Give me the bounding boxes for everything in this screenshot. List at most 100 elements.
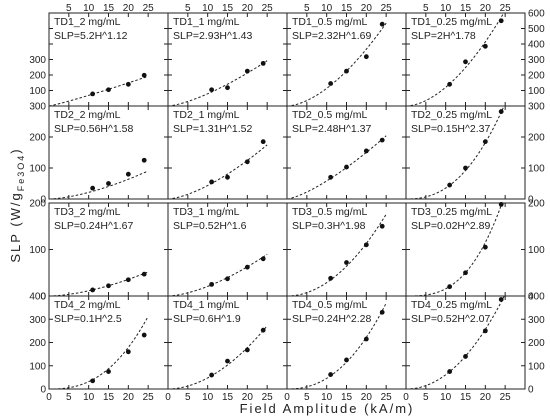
y-tick-label-right: 300 <box>528 55 545 66</box>
panel-frame <box>286 295 407 390</box>
panel-equation: SLP=0.3H^1.98 <box>292 220 366 232</box>
y-tick-label-left: 0 <box>40 292 46 303</box>
panel-equation: SLP=0.24H^1.67 <box>54 220 134 232</box>
data-point <box>363 336 369 342</box>
x-tick-label-bottom: 25 <box>500 392 512 403</box>
panel-10: TD3_1 mg/mL SLP=0.52H^1.6 <box>167 202 288 297</box>
panel-equation: SLP=2H^1.78 <box>411 30 476 42</box>
x-tick-label-top: 15 <box>222 3 234 14</box>
data-point <box>141 157 147 163</box>
x-tick-label-top: 10 <box>83 3 95 14</box>
panel-title: TD3_0.25 mg/mL <box>411 206 492 218</box>
panel-title: TD4_0.25 mg/mL <box>411 299 492 311</box>
fit-curve <box>167 253 268 297</box>
x-tick-label-bottom: 20 <box>361 392 373 403</box>
y-tick-label-right: 200 <box>528 199 545 210</box>
data-point <box>260 60 266 66</box>
panel-title: TD1_2 mg/mL <box>54 16 121 28</box>
y-axis-title-main: SLP (W/g <box>8 191 23 262</box>
x-tick-label-bottom: 5 <box>66 392 72 403</box>
x-tick-label-bottom: 10 <box>83 392 95 403</box>
x-tick-label-bottom: 10 <box>440 392 452 403</box>
data-point <box>106 283 111 289</box>
panel-frame <box>167 12 288 107</box>
y-axis-title-sub: Fe3O4 <box>16 154 26 192</box>
data-point <box>498 18 504 24</box>
fit-curve <box>48 271 149 297</box>
y-tick-label-left: 200 <box>29 199 46 210</box>
fit-curve <box>405 296 505 390</box>
y-tick-label-left: 100 <box>29 245 46 256</box>
data-point <box>90 91 96 97</box>
x-tick-label-bottom: 5 <box>423 392 429 403</box>
data-point <box>125 277 131 283</box>
y-tick-label-left: 300 <box>29 315 46 326</box>
fit-curve <box>48 170 149 200</box>
x-tick-label-top: 10 <box>321 3 333 14</box>
panel-equation: SLP=2.93H^1.43 <box>173 30 253 42</box>
y-tick-label-right: 500 <box>528 24 545 35</box>
x-tick-label-top: 10 <box>440 3 452 14</box>
fit-curve <box>287 302 387 390</box>
data-point <box>244 264 250 270</box>
data-point <box>125 349 131 355</box>
panel-frame <box>286 105 407 200</box>
data-point <box>244 68 250 74</box>
x-tick-label-bottom: 15 <box>222 392 234 403</box>
y-tick-label-right: 200 <box>528 338 545 349</box>
data-point <box>463 354 468 359</box>
panel-frame <box>405 295 526 390</box>
data-point <box>106 87 111 93</box>
x-tick-label-bottom: 10 <box>202 392 214 403</box>
x-tick-label-bottom: 0 <box>284 392 290 403</box>
data-point <box>482 43 488 49</box>
data-point <box>344 68 349 74</box>
x-tick-label-top: 15 <box>103 3 115 14</box>
y-tick-label-left: 200 <box>29 71 46 82</box>
data-point <box>125 171 131 177</box>
panel-1: 100 200 300 5 10 15 20 25 TD1_2 mg/mL SLP=5.2H^1.… <box>29 3 169 107</box>
fit-curve <box>286 213 387 297</box>
x-tick-label-top: 5 <box>66 3 72 14</box>
panel-equation: SLP=1.31H^1.52 <box>173 123 253 135</box>
x-tick-label-bottom: 0 <box>403 392 409 403</box>
x-tick-label-top: 5 <box>304 3 310 14</box>
x-tick-label-bottom: 0 <box>165 392 171 403</box>
data-point <box>141 72 147 78</box>
data-point <box>141 271 147 277</box>
fit-curve <box>406 107 504 200</box>
data-point <box>447 182 453 188</box>
y-tick-label-right: 100 <box>528 245 545 256</box>
data-point <box>447 369 453 374</box>
y-axis-title: SLP (W/gFe3O4) <box>8 147 26 262</box>
data-point <box>463 59 468 65</box>
x-tick-label-bottom: 20 <box>123 392 135 403</box>
data-point <box>463 165 468 171</box>
data-point <box>482 328 488 334</box>
x-tick-label-top: 15 <box>460 3 472 14</box>
x-tick-label-top: 20 <box>480 3 492 14</box>
data-point <box>344 357 349 363</box>
data-point <box>260 139 266 145</box>
panel-title: TD2_0.25 mg/mL <box>411 109 492 121</box>
x-tick-label-bottom: 5 <box>185 392 191 403</box>
panel-equation: SLP=2.48H^1.37 <box>292 123 372 135</box>
data-point <box>379 309 385 315</box>
data-point <box>225 174 230 180</box>
x-tick-label-bottom: 10 <box>321 392 333 403</box>
data-point <box>498 297 504 302</box>
x-tick-label-top: 20 <box>361 3 373 14</box>
panel-2: 5 10 15 20 25 TD1_1 mg/mL SLP=2.93H^1.43 <box>167 3 288 107</box>
y-tick-label-right: 400 <box>528 40 545 51</box>
y-tick-label-right: 0 <box>528 385 534 396</box>
y-tick-label-right: 300 <box>528 315 545 326</box>
y-tick-label-right: 0 <box>528 292 534 303</box>
data-point <box>463 270 468 276</box>
panel-equation: SLP=2.32H^1.69 <box>292 30 372 42</box>
panel-equation: SLP=0.52H^1.6 <box>173 220 247 232</box>
x-tick-label-bottom: 15 <box>460 392 472 403</box>
panel-7: TD2_0.5 mg/mL SLP=2.48H^1.37 <box>286 105 407 200</box>
panel-title: TD4_0.5 mg/mL <box>292 299 367 311</box>
axis-titles: Field Amplitude (kA/m) SLP (W/gFe3O4) <box>8 147 412 416</box>
